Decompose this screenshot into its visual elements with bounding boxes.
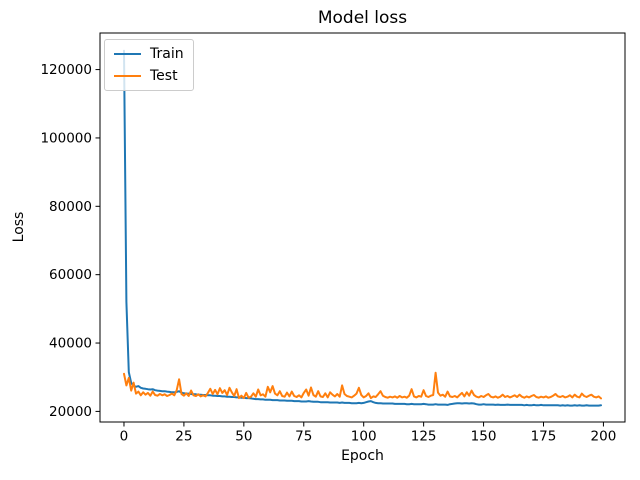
- x-tick-label: 75: [295, 429, 312, 445]
- y-tick-label: 20000: [49, 404, 92, 420]
- y-tick-label: 100000: [40, 130, 92, 146]
- x-tick-label: 200: [591, 429, 617, 445]
- x-tick-label: 175: [531, 429, 557, 445]
- series-line-train: [123, 49, 602, 407]
- legend-entry-train: Train: [114, 45, 184, 63]
- x-tick-label: 100: [351, 429, 377, 445]
- plot-border: [99, 32, 626, 423]
- x-tick-label: 0: [120, 429, 129, 445]
- x-tick-label: 150: [471, 429, 497, 445]
- x-tick-label: 25: [175, 429, 192, 445]
- legend-entry-test: Test: [114, 67, 184, 85]
- series-line-test: [123, 371, 602, 400]
- chart-title: Model loss: [317, 8, 408, 28]
- x-tick-label: 125: [411, 429, 437, 445]
- y-axis-label: Loss: [11, 211, 27, 243]
- legend-line-train-icon: [114, 53, 141, 55]
- x-tick-label: 50: [235, 429, 252, 445]
- x-axis-label: Epoch: [341, 448, 384, 464]
- legend-line-test-icon: [114, 75, 141, 77]
- legend-label-train: Train: [150, 46, 184, 62]
- legend-label-test: Test: [150, 68, 178, 84]
- y-tick-label: 60000: [49, 267, 92, 283]
- legend: Train Test: [104, 39, 194, 91]
- y-tick-label: 120000: [40, 62, 92, 78]
- y-tick-label: 40000: [49, 336, 92, 352]
- y-tick-label: 80000: [49, 199, 92, 215]
